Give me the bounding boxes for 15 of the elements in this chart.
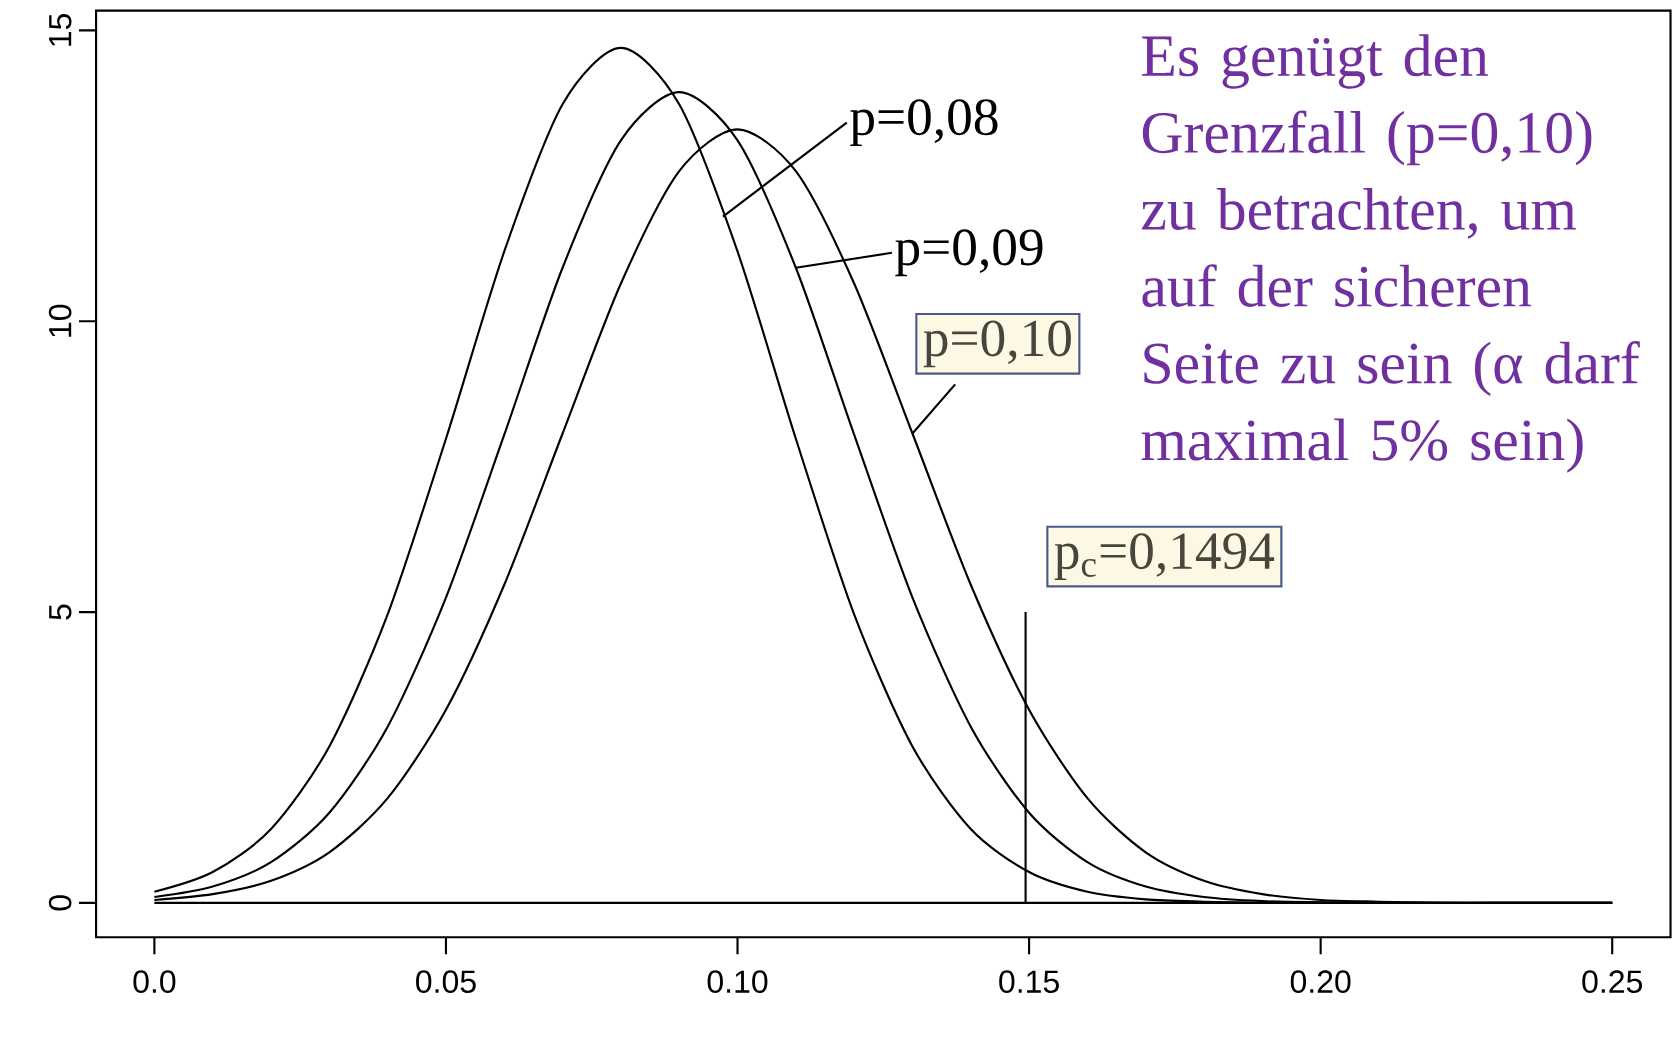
y-tick-label: 5 xyxy=(49,604,72,620)
x-tick-label: 0.05 xyxy=(416,970,476,993)
annotation: Es genügt den Grenzfall (p=0,10) zu betrachten, um auf der sicheren Seite zu sein (α darf maximal 5% sein) xyxy=(1141,34,1640,473)
y-tick-label: 0 xyxy=(48,895,72,911)
x-tick-label: 0.15 xyxy=(999,970,1059,993)
x-tick-label: 0.10 xyxy=(707,970,768,993)
annotation: p=0,10 xyxy=(923,320,1071,368)
x-tick-label: 0.20 xyxy=(1290,970,1351,993)
x-tick-label: 0.0 xyxy=(133,970,176,993)
x-tick-label: 0.25 xyxy=(1582,970,1643,993)
annotation: p$_{c}$=0,1494 xyxy=(1054,533,1275,580)
annotation: p=0,08 xyxy=(850,99,998,146)
annotation: p=0,09 xyxy=(895,229,1043,277)
y-tick-label: 15 xyxy=(49,13,72,46)
y-tick-label: 10 xyxy=(48,304,72,337)
